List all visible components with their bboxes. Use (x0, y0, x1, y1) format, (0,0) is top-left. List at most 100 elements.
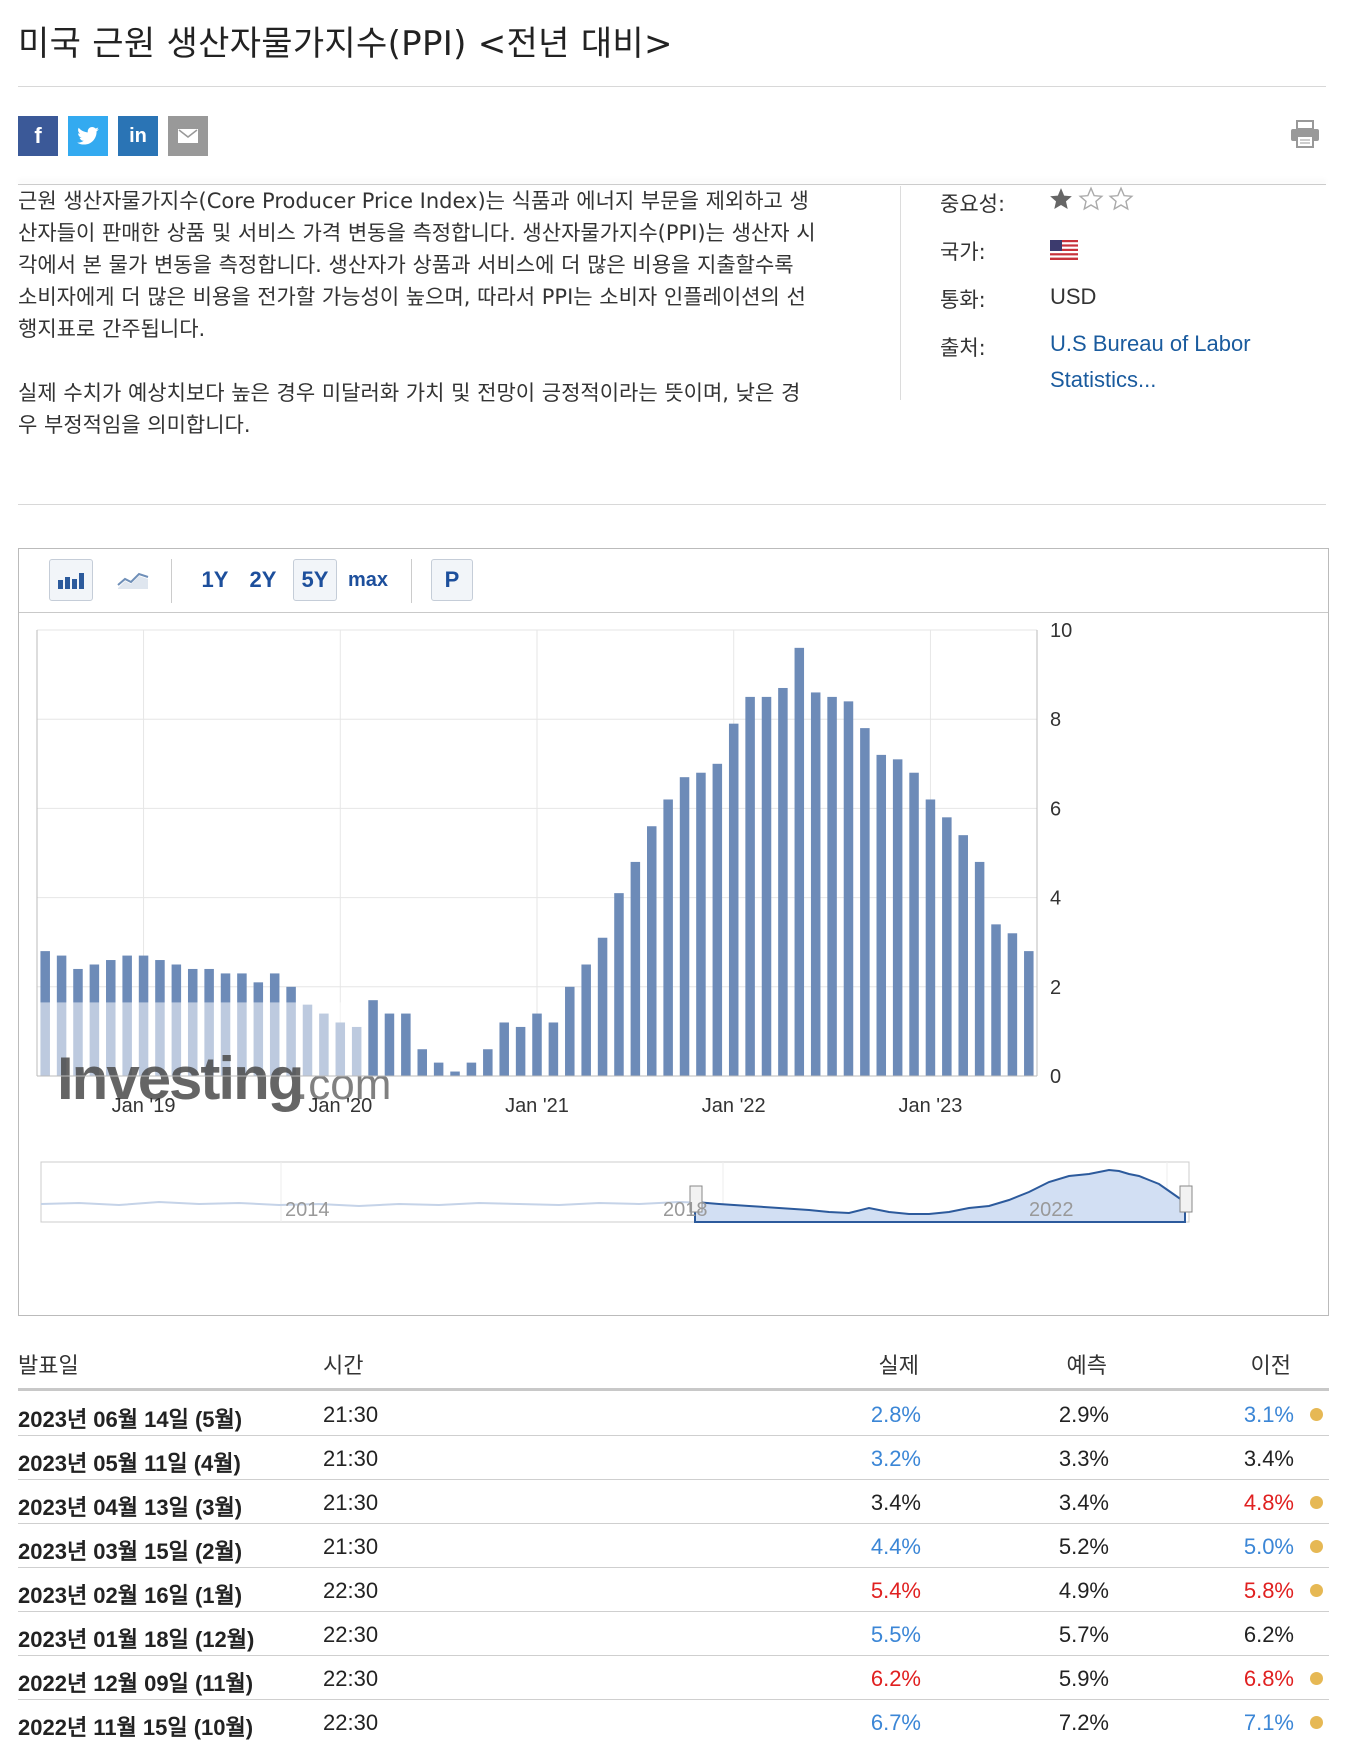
bar[interactable] (810, 692, 821, 1076)
bar[interactable] (1007, 933, 1018, 1076)
revision-dot-icon[interactable] (1310, 1584, 1323, 1597)
actual-value: 3.4% (870, 1490, 921, 1515)
bar[interactable] (401, 1013, 411, 1076)
y-tick-label: 6 (1050, 798, 1061, 820)
bar[interactable] (958, 835, 968, 1076)
bar-chart: Investing .com 0 2 4 6 8 10 Jan '19 Jan '20 Jan … (36, 620, 1193, 1223)
chart-toolbar: 1Y 2Y 5Y max P (19, 549, 1328, 613)
line-chart-button[interactable] (111, 559, 155, 601)
currency-label: 통화: (940, 288, 986, 312)
bar[interactable] (466, 1062, 477, 1076)
bar[interactable] (909, 772, 919, 1076)
us-flag-icon (1050, 240, 1078, 264)
forecast-value: 5.7% (1058, 1622, 1109, 1647)
release-date: 2022년 11월 15일 (10월) (18, 1715, 254, 1740)
bar[interactable] (548, 1022, 559, 1076)
navigator-selected-range[interactable] (694, 1168, 1186, 1223)
bar[interactable] (728, 723, 739, 1076)
release-date: 2023년 03월 15일 (2월) (18, 1539, 243, 1564)
bar[interactable] (892, 759, 903, 1076)
bar[interactable] (368, 1000, 378, 1076)
bar[interactable] (876, 754, 887, 1076)
page-title: 미국 근원 생산자물가지수(PPI) <전년 대비> (18, 24, 673, 64)
bar[interactable] (761, 696, 772, 1076)
bar[interactable] (860, 728, 870, 1076)
revision-dot-icon[interactable] (1310, 1540, 1323, 1553)
bar[interactable] (925, 799, 936, 1076)
bar[interactable] (581, 964, 591, 1077)
bar[interactable] (794, 647, 805, 1076)
bar[interactable] (483, 1049, 493, 1076)
bar[interactable] (647, 826, 657, 1076)
x-tick-label: Jan '20 (308, 1095, 372, 1117)
description-paragraph: 근원 생산자물가지수(Core Producer Price Index)는 식… (18, 189, 816, 341)
bar-chart-button[interactable] (49, 559, 93, 601)
previous-value: 7.1% (1243, 1710, 1294, 1735)
facebook-share-button[interactable]: f (18, 116, 58, 156)
bar[interactable] (597, 937, 608, 1076)
range-5y-button[interactable]: 5Y (293, 559, 337, 601)
release-date: 2023년 02월 16일 (1월) (18, 1583, 243, 1608)
range-1y-button[interactable]: 1Y (201, 567, 229, 592)
bar[interactable] (712, 763, 723, 1076)
bar[interactable] (450, 1071, 460, 1076)
bar-chart-icon (58, 573, 84, 589)
release-date: 2023년 04월 13일 (3월) (18, 1495, 243, 1520)
bar[interactable] (778, 687, 788, 1076)
header-actual: 실제 (878, 1354, 919, 1379)
bar[interactable] (630, 861, 641, 1076)
p-button[interactable]: P (431, 559, 473, 601)
bar[interactable] (614, 893, 624, 1076)
bar[interactable] (663, 799, 673, 1076)
previous-value: 6.2% (1243, 1622, 1294, 1647)
bar[interactable] (745, 696, 755, 1076)
source-label: 출처: (940, 336, 986, 360)
print-button[interactable] (1290, 120, 1320, 152)
bar[interactable] (1024, 951, 1034, 1076)
linkedin-share-button[interactable]: in (118, 116, 158, 156)
bar[interactable] (433, 1062, 444, 1076)
bar[interactable] (696, 772, 706, 1076)
email-share-button[interactable] (168, 116, 208, 156)
source-link[interactable]: U.S Bureau of Labor Statistics... (1050, 331, 1251, 392)
navigator-left-handle[interactable] (689, 1185, 703, 1213)
release-time: 22:30 (323, 1666, 379, 1691)
twitter-share-button[interactable] (68, 116, 108, 156)
revision-dot-icon[interactable] (1310, 1716, 1323, 1729)
forecast-value: 3.4% (1058, 1490, 1109, 1515)
bar[interactable] (515, 1026, 526, 1076)
bar[interactable] (565, 986, 575, 1076)
revision-dot-icon[interactable] (1310, 1672, 1323, 1685)
linkedin-icon: in (129, 124, 147, 147)
revision-dot-icon[interactable] (1310, 1496, 1323, 1509)
release-time: 22:30 (323, 1578, 379, 1603)
bar[interactable] (499, 1022, 509, 1076)
toolbar-separator (171, 559, 172, 603)
range-max-button[interactable]: max (347, 568, 389, 591)
bar[interactable] (827, 696, 837, 1076)
table-row: 2023년 06월 14일 (5월) 21:30 2.8% 2.9% 3.1% (18, 1392, 1329, 1436)
indicator-description: 근원 생산자물가지수(Core Producer Price Index)는 식… (18, 185, 818, 441)
x-tick-label: Jan '21 (505, 1095, 569, 1117)
release-date: 2022년 12월 09일 (11월) (18, 1671, 254, 1696)
bar[interactable] (974, 861, 985, 1076)
bar[interactable] (384, 1013, 395, 1076)
revision-dot-icon[interactable] (1310, 1408, 1323, 1421)
x-tick-label: Jan '22 (702, 1095, 766, 1117)
toolbar-separator (411, 559, 412, 603)
line-chart-icon (117, 572, 149, 589)
bar[interactable] (679, 777, 690, 1076)
bar[interactable] (991, 924, 1001, 1076)
bar[interactable] (843, 701, 854, 1076)
bar[interactable] (417, 1049, 427, 1076)
y-tick-label: 8 (1050, 709, 1061, 731)
forecast-value: 2.9% (1058, 1402, 1109, 1427)
x-tick-label: Jan '19 (112, 1095, 176, 1117)
chart-navigator[interactable]: 2014 2018 2022 (40, 1161, 1193, 1223)
navigator-right-handle[interactable] (1179, 1185, 1193, 1213)
range-2y-button[interactable]: 2Y (249, 567, 277, 592)
bar[interactable] (942, 817, 952, 1076)
bar[interactable] (532, 1013, 542, 1076)
importance-label: 중요성: (940, 192, 1006, 216)
release-time: 22:30 (323, 1710, 379, 1735)
